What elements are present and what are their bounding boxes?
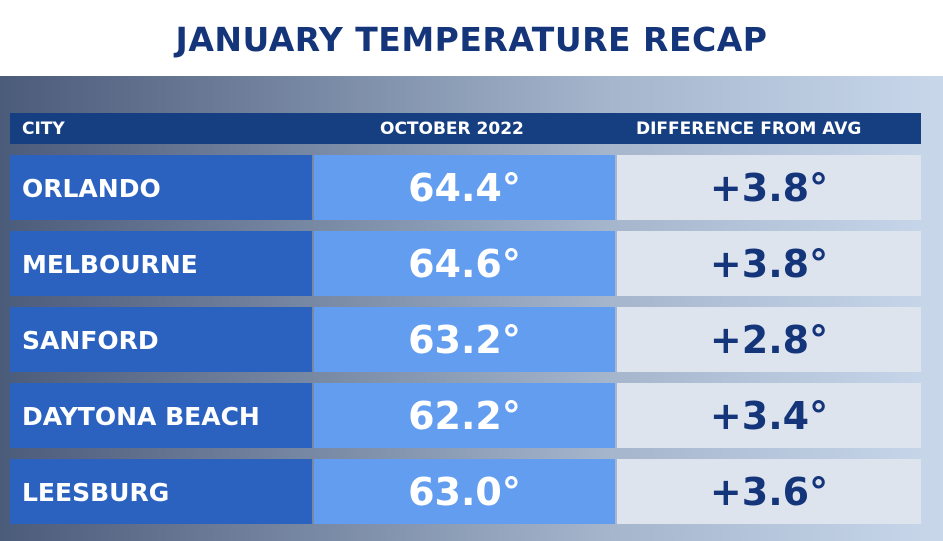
difference-cell: +3.8° bbox=[617, 155, 921, 220]
temperature-cell: 63.0° bbox=[314, 459, 615, 524]
table-header: CITY OCTOBER 2022 DIFFERENCE FROM AVG bbox=[10, 113, 921, 144]
difference-cell: +2.8° bbox=[617, 307, 921, 372]
city-cell: DAYTONA BEACH bbox=[10, 383, 312, 448]
city-cell: SANFORD bbox=[10, 307, 312, 372]
table-row: LEESBURG 63.0° +3.6° bbox=[10, 459, 921, 524]
table-row: ORLANDO 64.4° +3.8° bbox=[10, 155, 921, 220]
table-row: DAYTONA BEACH 62.2° +3.4° bbox=[10, 383, 921, 448]
difference-cell: +3.8° bbox=[617, 231, 921, 296]
temperature-cell: 64.4° bbox=[314, 155, 615, 220]
difference-cell: +3.6° bbox=[617, 459, 921, 524]
column-header-month: OCTOBER 2022 bbox=[380, 119, 524, 139]
city-cell: LEESBURG bbox=[10, 459, 312, 524]
column-header-city: CITY bbox=[22, 119, 65, 139]
table-row: MELBOURNE 64.6° +3.8° bbox=[10, 231, 921, 296]
column-header-difference: DIFFERENCE FROM AVG bbox=[636, 119, 862, 139]
temperature-cell: 64.6° bbox=[314, 231, 615, 296]
page-title: JANUARY TEMPERATURE RECAP bbox=[175, 20, 768, 59]
temperature-cell: 62.2° bbox=[314, 383, 615, 448]
table-row: SANFORD 63.2° +2.8° bbox=[10, 307, 921, 372]
difference-cell: +3.4° bbox=[617, 383, 921, 448]
city-cell: MELBOURNE bbox=[10, 231, 312, 296]
city-cell: ORLANDO bbox=[10, 155, 312, 220]
temperature-cell: 63.2° bbox=[314, 307, 615, 372]
